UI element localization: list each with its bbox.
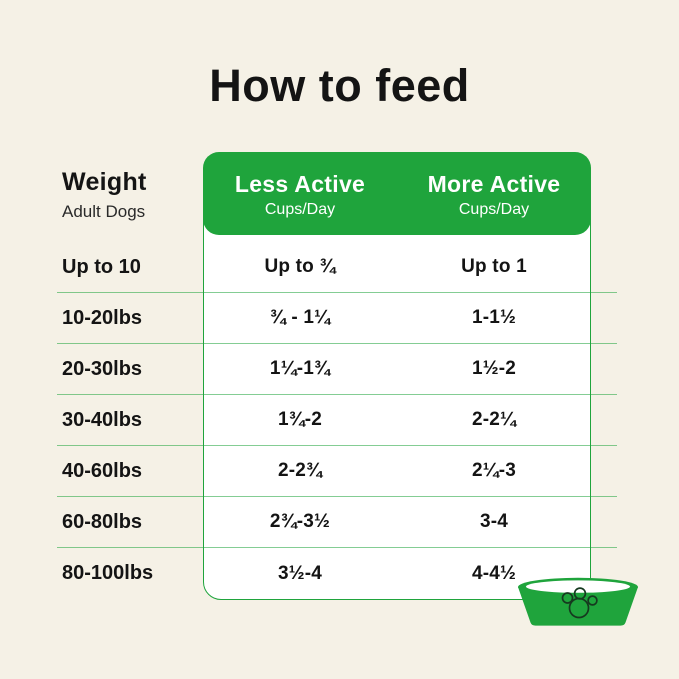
table-row: 10-20lbs ¾ - 1¼ 1-1½ <box>57 293 617 344</box>
more-active-cell: 2-2¼ <box>471 409 517 430</box>
less-active-cell: 1¼-1¾ <box>269 358 331 379</box>
more-active-cell: 4-4½ <box>471 562 517 584</box>
more-active-cell: 1-1½ <box>471 307 517 328</box>
more-active-cell: 1½-2 <box>471 358 517 379</box>
table-row: 80-100lbs 3½-4 4-4½ <box>57 548 617 599</box>
more-active-cell: Up to 1 <box>461 256 527 277</box>
page-title: How to feed <box>209 60 470 111</box>
table-row: Up to 10 Up to ¾ Up to 1 <box>57 242 617 293</box>
weight-column-header: Weight Adult Dogs <box>62 168 147 222</box>
table-panel <box>203 200 591 600</box>
table-column-headers: Less Active Cups/Day More Active Cups/Da… <box>203 152 591 235</box>
table-row: 30-40lbs 1¾-2 2-2¼ <box>57 395 617 446</box>
table-row: 20-30lbs 1¼-1¾ 1½-2 <box>57 344 617 395</box>
less-active-cell: 2¾-3½ <box>269 511 331 532</box>
weight-cell: 10-20lbs <box>62 306 143 329</box>
less-active-cell: 3½-4 <box>277 562 323 584</box>
weight-cell: 20-30lbs <box>62 357 143 380</box>
feeding-table: Up to 10 Up to ¾ Up to 1 10-20lbs ¾ - 1¼… <box>57 242 617 599</box>
more-active-cell: 3-4 <box>479 511 509 532</box>
weight-cell: 60-80lbs <box>62 510 143 533</box>
weight-header-subtitle: Adult Dogs <box>62 202 146 221</box>
table-row: 40-60lbs 2-2¾ 2¼-3 <box>57 446 617 497</box>
table-row: 60-80lbs 2¾-3½ 3-4 <box>57 497 617 548</box>
dog-bowl-paw-icon <box>518 577 638 626</box>
column-header-more-active: More Active Cups/Day <box>397 152 591 235</box>
column-header-less-active: Less Active Cups/Day <box>203 152 397 235</box>
weight-cell: 30-40lbs <box>62 408 143 431</box>
more-active-cell: 2¼-3 <box>471 460 517 481</box>
less-active-cell: 2-2¾ <box>277 460 323 481</box>
more-active-label: More Active <box>427 170 561 197</box>
less-active-cell: ¾ - 1¼ <box>269 307 331 328</box>
more-active-sublabel: Cups/Day <box>458 200 530 218</box>
less-active-cell: 1¾-2 <box>277 409 323 430</box>
weight-cell: 80-100lbs <box>62 562 154 584</box>
less-active-cell: Up to ¾ <box>264 256 336 277</box>
less-active-label: Less Active <box>234 170 366 197</box>
weight-cell: 40-60lbs <box>62 459 143 482</box>
weight-cell: Up to 10 <box>62 255 141 278</box>
less-active-sublabel: Cups/Day <box>264 200 336 218</box>
weight-header-title: Weight <box>62 168 147 196</box>
